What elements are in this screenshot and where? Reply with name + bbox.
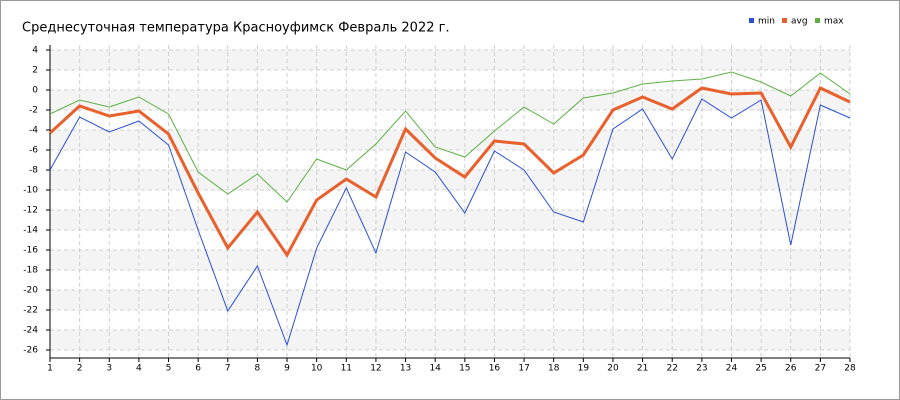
y-tick-label: -24	[23, 326, 38, 336]
y-tick-label: -4	[29, 126, 38, 136]
x-tick-label: 25	[755, 364, 766, 374]
legend-swatch	[749, 18, 754, 23]
x-tick-label: 11	[341, 364, 352, 374]
y-tick-label: 2	[32, 66, 38, 76]
y-tick-label: -12	[23, 206, 38, 216]
legend-label: max	[824, 17, 844, 27]
x-tick-label: 4	[136, 364, 142, 374]
grid-band	[50, 170, 850, 190]
grid-band	[50, 250, 850, 270]
series-line	[48, 86, 851, 258]
x-tick-label: 20	[607, 364, 619, 374]
x-tick-label: 3	[106, 364, 112, 374]
y-tick-label: -18	[23, 266, 38, 276]
x-tick-label: 14	[429, 364, 441, 374]
x-tick-label: 1	[47, 364, 53, 374]
y-tick-label: -2	[29, 106, 38, 116]
x-tick-label: 27	[815, 364, 826, 374]
legend-swatch	[782, 18, 787, 23]
x-tick-label: 28	[844, 364, 856, 374]
y-tick-label: -8	[29, 166, 38, 176]
x-tick-label: 5	[166, 364, 172, 374]
y-tick-label: -22	[23, 306, 38, 316]
grid-band	[50, 290, 850, 310]
series-line	[49, 98, 851, 347]
x-tick-label: 23	[696, 364, 707, 374]
legend-swatch	[815, 18, 820, 23]
y-tick-label: -26	[23, 346, 38, 356]
x-tick-label: 8	[255, 364, 261, 374]
x-tick-label: 15	[459, 364, 470, 374]
x-tick-label: 2	[77, 364, 83, 374]
x-tick-label: 26	[785, 364, 797, 374]
x-tick-label: 24	[726, 364, 738, 374]
x-tick-label: 9	[284, 364, 290, 374]
x-tick-label: 22	[666, 364, 677, 374]
y-tick-label: -20	[23, 286, 38, 296]
x-tick-label: 12	[370, 364, 381, 374]
y-tick-label: 0	[32, 86, 38, 96]
x-tick-label: 19	[578, 364, 590, 374]
grid-band	[50, 90, 850, 110]
x-tick-label: 6	[195, 364, 201, 374]
series-line	[49, 71, 851, 203]
grid-band	[50, 210, 850, 230]
grid-band	[50, 130, 850, 150]
x-tick-label: 13	[400, 364, 411, 374]
legend-label: min	[758, 17, 775, 27]
x-tick-label: 7	[225, 364, 231, 374]
y-tick-label: -6	[29, 146, 38, 156]
x-tick-label: 17	[518, 364, 529, 374]
x-tick-label: 10	[311, 364, 323, 374]
x-tick-label: 21	[637, 364, 648, 374]
y-tick-label: -10	[23, 186, 38, 196]
y-tick-label: -14	[23, 226, 38, 236]
chart-title: Среднесуточная температура Красноуфимск …	[22, 21, 450, 36]
y-tick-label: -16	[23, 246, 38, 256]
x-tick-label: 18	[548, 364, 560, 374]
x-tick-label: 16	[489, 364, 501, 374]
grid-band	[50, 330, 850, 350]
legend-label: avg	[791, 17, 808, 27]
grid-band	[50, 50, 850, 70]
y-tick-label: 4	[32, 46, 38, 56]
